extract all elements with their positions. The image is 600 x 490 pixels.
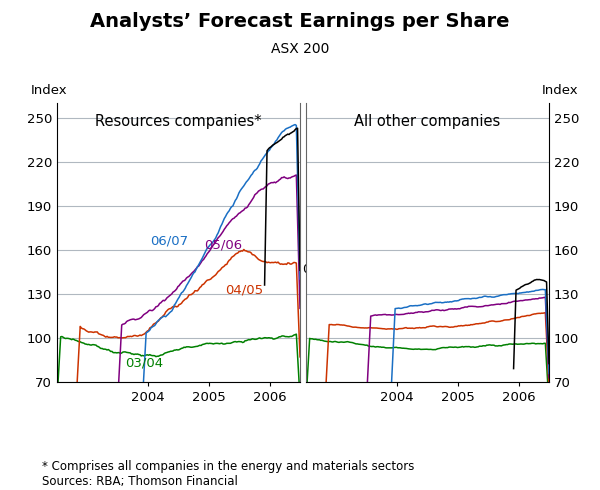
Text: 07/08: 07/08 (302, 262, 341, 275)
Text: 05/06: 05/06 (203, 239, 242, 252)
Text: Resources companies*: Resources companies* (95, 114, 262, 129)
Text: * Comprises all companies in the energy and materials sectors
Sources: RBA; Thom: * Comprises all companies in the energy … (42, 460, 415, 488)
Text: ASX 200: ASX 200 (271, 42, 329, 56)
Text: Index: Index (542, 84, 578, 98)
Text: Index: Index (30, 84, 67, 98)
Text: 04/05: 04/05 (226, 284, 263, 297)
Text: Analysts’ Forecast Earnings per Share: Analysts’ Forecast Earnings per Share (90, 12, 510, 31)
Text: All other companies: All other companies (355, 114, 500, 129)
Text: 06/07: 06/07 (150, 234, 188, 247)
Text: 03/04: 03/04 (125, 357, 163, 369)
